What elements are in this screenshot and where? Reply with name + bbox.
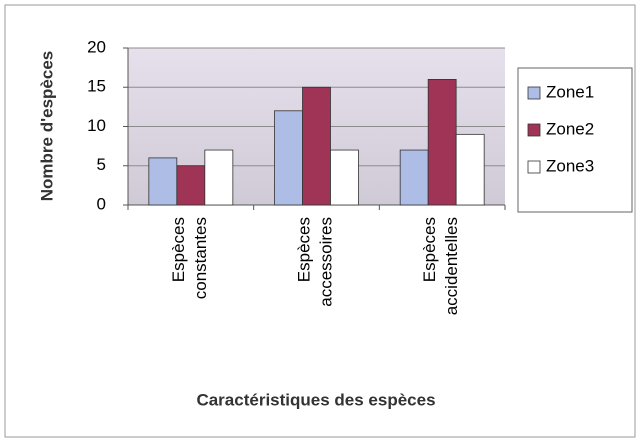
bar	[427, 79, 457, 206]
legend-label: Zone1	[546, 82, 594, 101]
x-tick-label: Espèces accessoires	[295, 217, 336, 307]
legend-label: Zone3	[546, 156, 594, 175]
y-tick-label: 10	[87, 116, 106, 135]
y-tick-label: 20	[87, 37, 106, 56]
bar	[455, 133, 485, 206]
y-tick-label: 15	[87, 77, 106, 96]
bar	[176, 165, 206, 206]
bar	[274, 110, 303, 206]
y-tick-label: 5	[97, 155, 106, 174]
bar	[330, 149, 359, 206]
legend-box	[517, 67, 633, 213]
x-axis-label: Caractéristiques des espèces	[196, 390, 435, 409]
bar	[302, 86, 331, 206]
legend-swatch	[527, 160, 541, 174]
x-tick-label: Espèces accidentelles	[421, 217, 462, 315]
bar	[399, 149, 429, 206]
bar	[148, 157, 178, 206]
x-tick-label: Espèces constantes	[169, 217, 210, 299]
y-tick-label: 0	[97, 194, 106, 213]
legend-label: Zone2	[546, 119, 594, 138]
legend-swatch	[527, 86, 541, 100]
y-axis-label: Nombre d'espèces	[37, 51, 56, 202]
legend-swatch	[527, 123, 541, 137]
bar	[204, 149, 234, 206]
